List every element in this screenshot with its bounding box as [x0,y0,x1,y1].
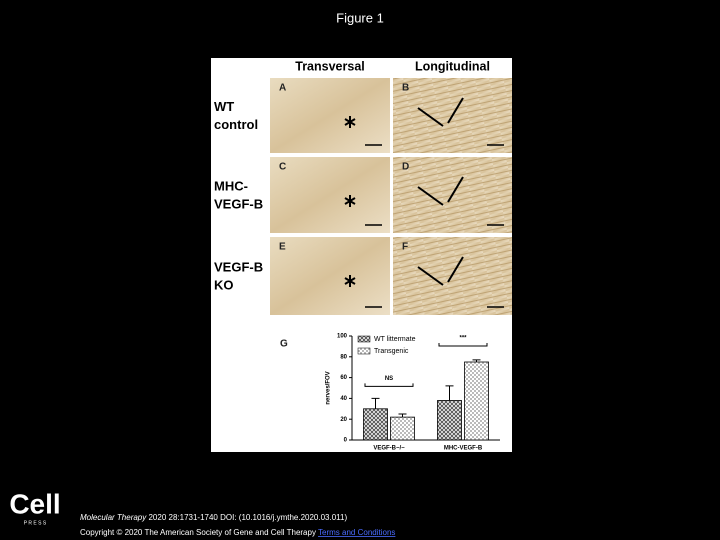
y-tick-label: 0 [344,438,348,444]
legend-label: WT littermate [374,336,416,343]
column-label: Longitudinal [415,59,490,73]
y-axis-label: nerves/FOV [326,371,332,404]
row-label: KO [214,277,234,292]
panel-letter: D [402,162,409,173]
journal: Molecular Therapy [80,513,147,522]
copyright: Copyright © 2020 The American Society of… [80,528,395,537]
row-label: control [214,117,258,132]
error-bar [445,385,454,401]
arrow [417,266,444,286]
micrograph [270,157,390,233]
panel-letter: A [279,83,286,94]
y-tick-label: 40 [340,396,347,402]
significance-label: NS [385,376,393,382]
slide-title: Figure 1 [336,10,384,25]
terms-link[interactable]: Terms and Conditions [318,528,395,537]
x-tick-label: MHC-VEGF-B [444,446,483,452]
column-label: Transversal [295,59,365,73]
chart-letter: G [280,339,288,350]
bar [363,408,388,441]
row-label: MHC- [214,178,248,193]
legend-label: Transgenic [374,348,409,355]
logo-sub: P R E S S [24,520,47,526]
citation: Molecular Therapy 2020 28:1731-1740 DOI:… [80,513,347,522]
row-label: VEGF-B [214,259,263,274]
arrow [417,107,444,127]
y-tick-label: 100 [337,334,348,340]
bar [390,416,415,441]
y-tick-label: 60 [340,375,347,381]
arrow [447,176,464,203]
row-label: VEGF-B [214,196,263,211]
error-bar [398,413,407,418]
panel-letter: F [402,242,408,253]
legend-swatch [357,347,371,355]
logo: Cell [9,488,60,519]
legend-swatch [357,335,371,343]
significance-label: *** [459,336,467,342]
panel-letter: C [279,162,286,173]
panel-letter: B [402,83,409,94]
error-bar [371,397,380,409]
micrographs [270,78,512,315]
copyright-text: Copyright © 2020 The American Society of… [80,528,316,537]
arrow [447,97,464,124]
micrograph [270,78,390,153]
asterisk [344,116,356,128]
bar [464,361,489,441]
x-tick-label: VEGF-B−/− [373,446,405,452]
micrograph [270,237,390,315]
y-tick-label: 20 [340,417,347,423]
significance-bracket [438,343,488,347]
row-label: WT [214,99,234,114]
asterisk [344,195,356,207]
asterisk [344,275,356,287]
citation-text: 2020 28:1731-1740 DOI: (10.1016/j.ymthe.… [148,513,347,522]
arrow [417,186,444,206]
arrow [447,256,464,283]
error-bar [472,359,481,362]
y-tick-label: 80 [340,354,347,360]
significance-bracket [364,383,414,387]
bar [437,400,462,441]
panel-letter: E [279,242,286,253]
